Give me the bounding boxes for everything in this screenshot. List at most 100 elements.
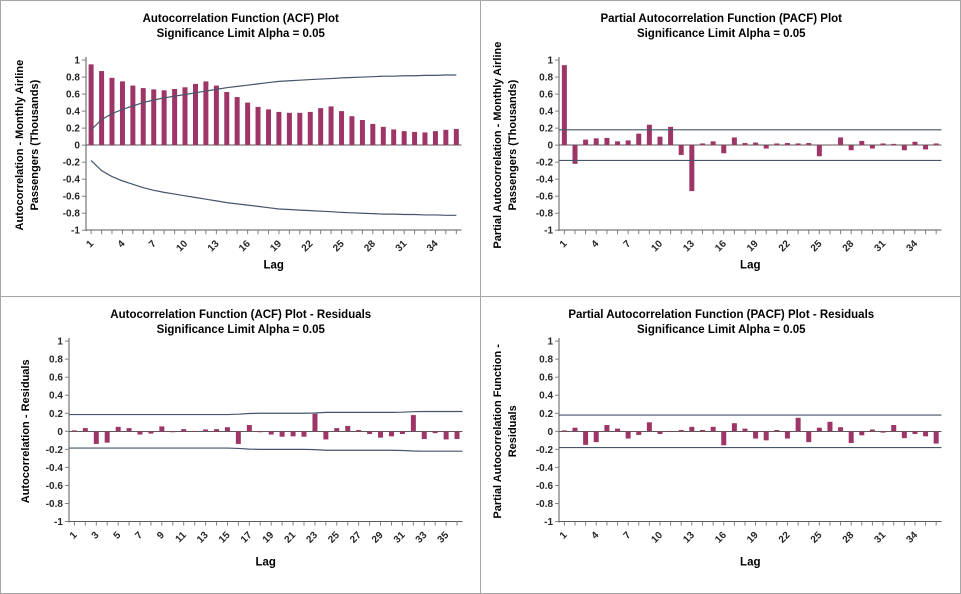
y-tick-label: -0.4	[63, 175, 81, 186]
chart-subtitle: Significance Limit Alpha = 0.05	[636, 28, 805, 40]
bar-lag-13	[203, 429, 209, 432]
bar-lag-20	[763, 431, 769, 441]
y-tick-label: -0.2	[535, 158, 553, 169]
bar-lag-14	[214, 429, 220, 432]
x-tick-label: 28	[840, 238, 856, 254]
bar-lag-12	[203, 81, 209, 146]
chart-subtitle: Significance Limit Alpha = 0.05	[637, 324, 806, 336]
bar-lag-7	[625, 431, 631, 439]
y-tick-label: -0.4	[46, 463, 64, 474]
y-tick-label: 0.4	[539, 107, 553, 118]
y-tick-label: -0.6	[535, 192, 553, 203]
bar-lag-23	[312, 414, 318, 432]
y-tick-label: -0.6	[535, 481, 553, 492]
bar-lag-1	[71, 430, 77, 432]
x-tick-label: 16	[237, 238, 253, 254]
y-tick-label: -0.2	[535, 445, 553, 456]
y-tick-label: 0.4	[66, 107, 80, 118]
x-tick-label: 19	[268, 238, 284, 254]
bar-lag-26	[349, 116, 355, 146]
x-tick-label: 21	[283, 530, 299, 546]
bar-lag-9	[646, 422, 652, 432]
x-tick-label: 22	[776, 530, 792, 546]
y-tick-label: 0.6	[49, 373, 63, 384]
bar-lag-36	[453, 128, 459, 146]
y-tick-label: 1	[547, 56, 553, 67]
bar-lag-27	[359, 120, 365, 146]
x-tick-label: 15	[217, 530, 233, 546]
bar-lag-8	[635, 133, 641, 146]
bar-lag-16	[720, 145, 726, 154]
bar-lag-11	[192, 83, 198, 146]
bar-lag-33	[422, 132, 428, 146]
x-tick-label: 31	[872, 530, 888, 546]
bar-lag-24	[805, 143, 811, 146]
y-tick-label: -0.4	[535, 463, 553, 474]
bar-lag-4	[593, 431, 599, 443]
x-axis-title: Lag	[256, 557, 276, 569]
bar-lag-18	[741, 428, 747, 432]
bar-lag-27	[356, 430, 362, 432]
bar-lag-36	[454, 431, 460, 440]
bar-lag-17	[731, 423, 737, 432]
x-tick-label: 25	[808, 530, 824, 546]
bar-lag-18	[266, 109, 272, 146]
bar-lag-13	[688, 427, 694, 432]
bar-lag-28	[848, 431, 854, 444]
x-tick-label: 17	[239, 530, 255, 546]
bar-lag-1	[88, 64, 94, 146]
bar-lag-33	[421, 431, 427, 440]
bar-lag-19	[752, 142, 758, 146]
bar-lag-29	[378, 431, 384, 438]
y-tick-label: 1	[57, 337, 63, 348]
bar-lag-4	[104, 431, 110, 443]
panel-acf-residuals: Autocorrelation Function (ACF) Plot - Re…	[1, 297, 481, 593]
bar-lag-14	[699, 430, 705, 432]
x-tick-label: 31	[394, 238, 410, 254]
bar-lag-4	[593, 138, 599, 146]
bar-lag-2	[571, 145, 578, 164]
bar-lag-17	[246, 425, 252, 432]
y-tick-label: 0.2	[539, 124, 553, 135]
chart-subtitle: Significance Limit Alpha = 0.05	[157, 28, 326, 40]
x-tick-label: 13	[681, 238, 697, 254]
y-tick-label: -0.8	[46, 499, 64, 510]
x-tick-label: 33	[414, 530, 430, 546]
bar-lag-9	[172, 88, 178, 146]
bar-lag-8	[148, 431, 154, 434]
chart-title: Partial Autocorrelation Function (PACF) …	[568, 309, 874, 321]
chart-subtitle: Significance Limit Alpha = 0.05	[157, 324, 326, 336]
y-tick-label: -0.2	[63, 158, 81, 169]
bar-lag-30	[869, 429, 875, 432]
bar-lag-31	[401, 131, 407, 146]
bar-lag-25	[816, 428, 822, 432]
bar-lag-17	[255, 106, 261, 146]
bar-lag-34	[911, 431, 917, 435]
x-tick-label: 29	[370, 530, 386, 546]
x-tick-label: 34	[425, 238, 441, 254]
y-tick-label: -0.8	[535, 499, 553, 510]
bar-lag-3	[109, 77, 115, 146]
x-tick-label: 7	[621, 238, 633, 250]
bar-lag-31	[880, 143, 886, 146]
y-tick-label: -1	[544, 517, 553, 528]
bar-lag-3	[93, 431, 99, 445]
x-tick-label: 25	[331, 238, 347, 254]
bar-lag-8	[635, 431, 641, 436]
bar-lag-30	[391, 129, 397, 146]
x-tick-label: 35	[436, 530, 452, 546]
bar-lag-10	[656, 431, 662, 435]
x-axis-title: Lag	[740, 557, 760, 569]
bar-lag-12	[678, 430, 684, 432]
y-tick-label: 0.6	[539, 90, 553, 101]
bar-lag-19	[276, 111, 282, 146]
bar-lag-7	[625, 140, 631, 146]
x-tick-label: 1	[85, 238, 97, 250]
bar-lag-18	[257, 431, 263, 433]
y-axis-label: Partial Autocorrelation - Monthly Airlin…	[492, 42, 504, 249]
x-tick-label: 34	[904, 530, 920, 546]
x-tick-label: 28	[840, 530, 856, 546]
bar-lag-31	[399, 431, 405, 435]
bar-lag-23	[795, 418, 801, 432]
x-tick-label: 25	[808, 238, 824, 254]
